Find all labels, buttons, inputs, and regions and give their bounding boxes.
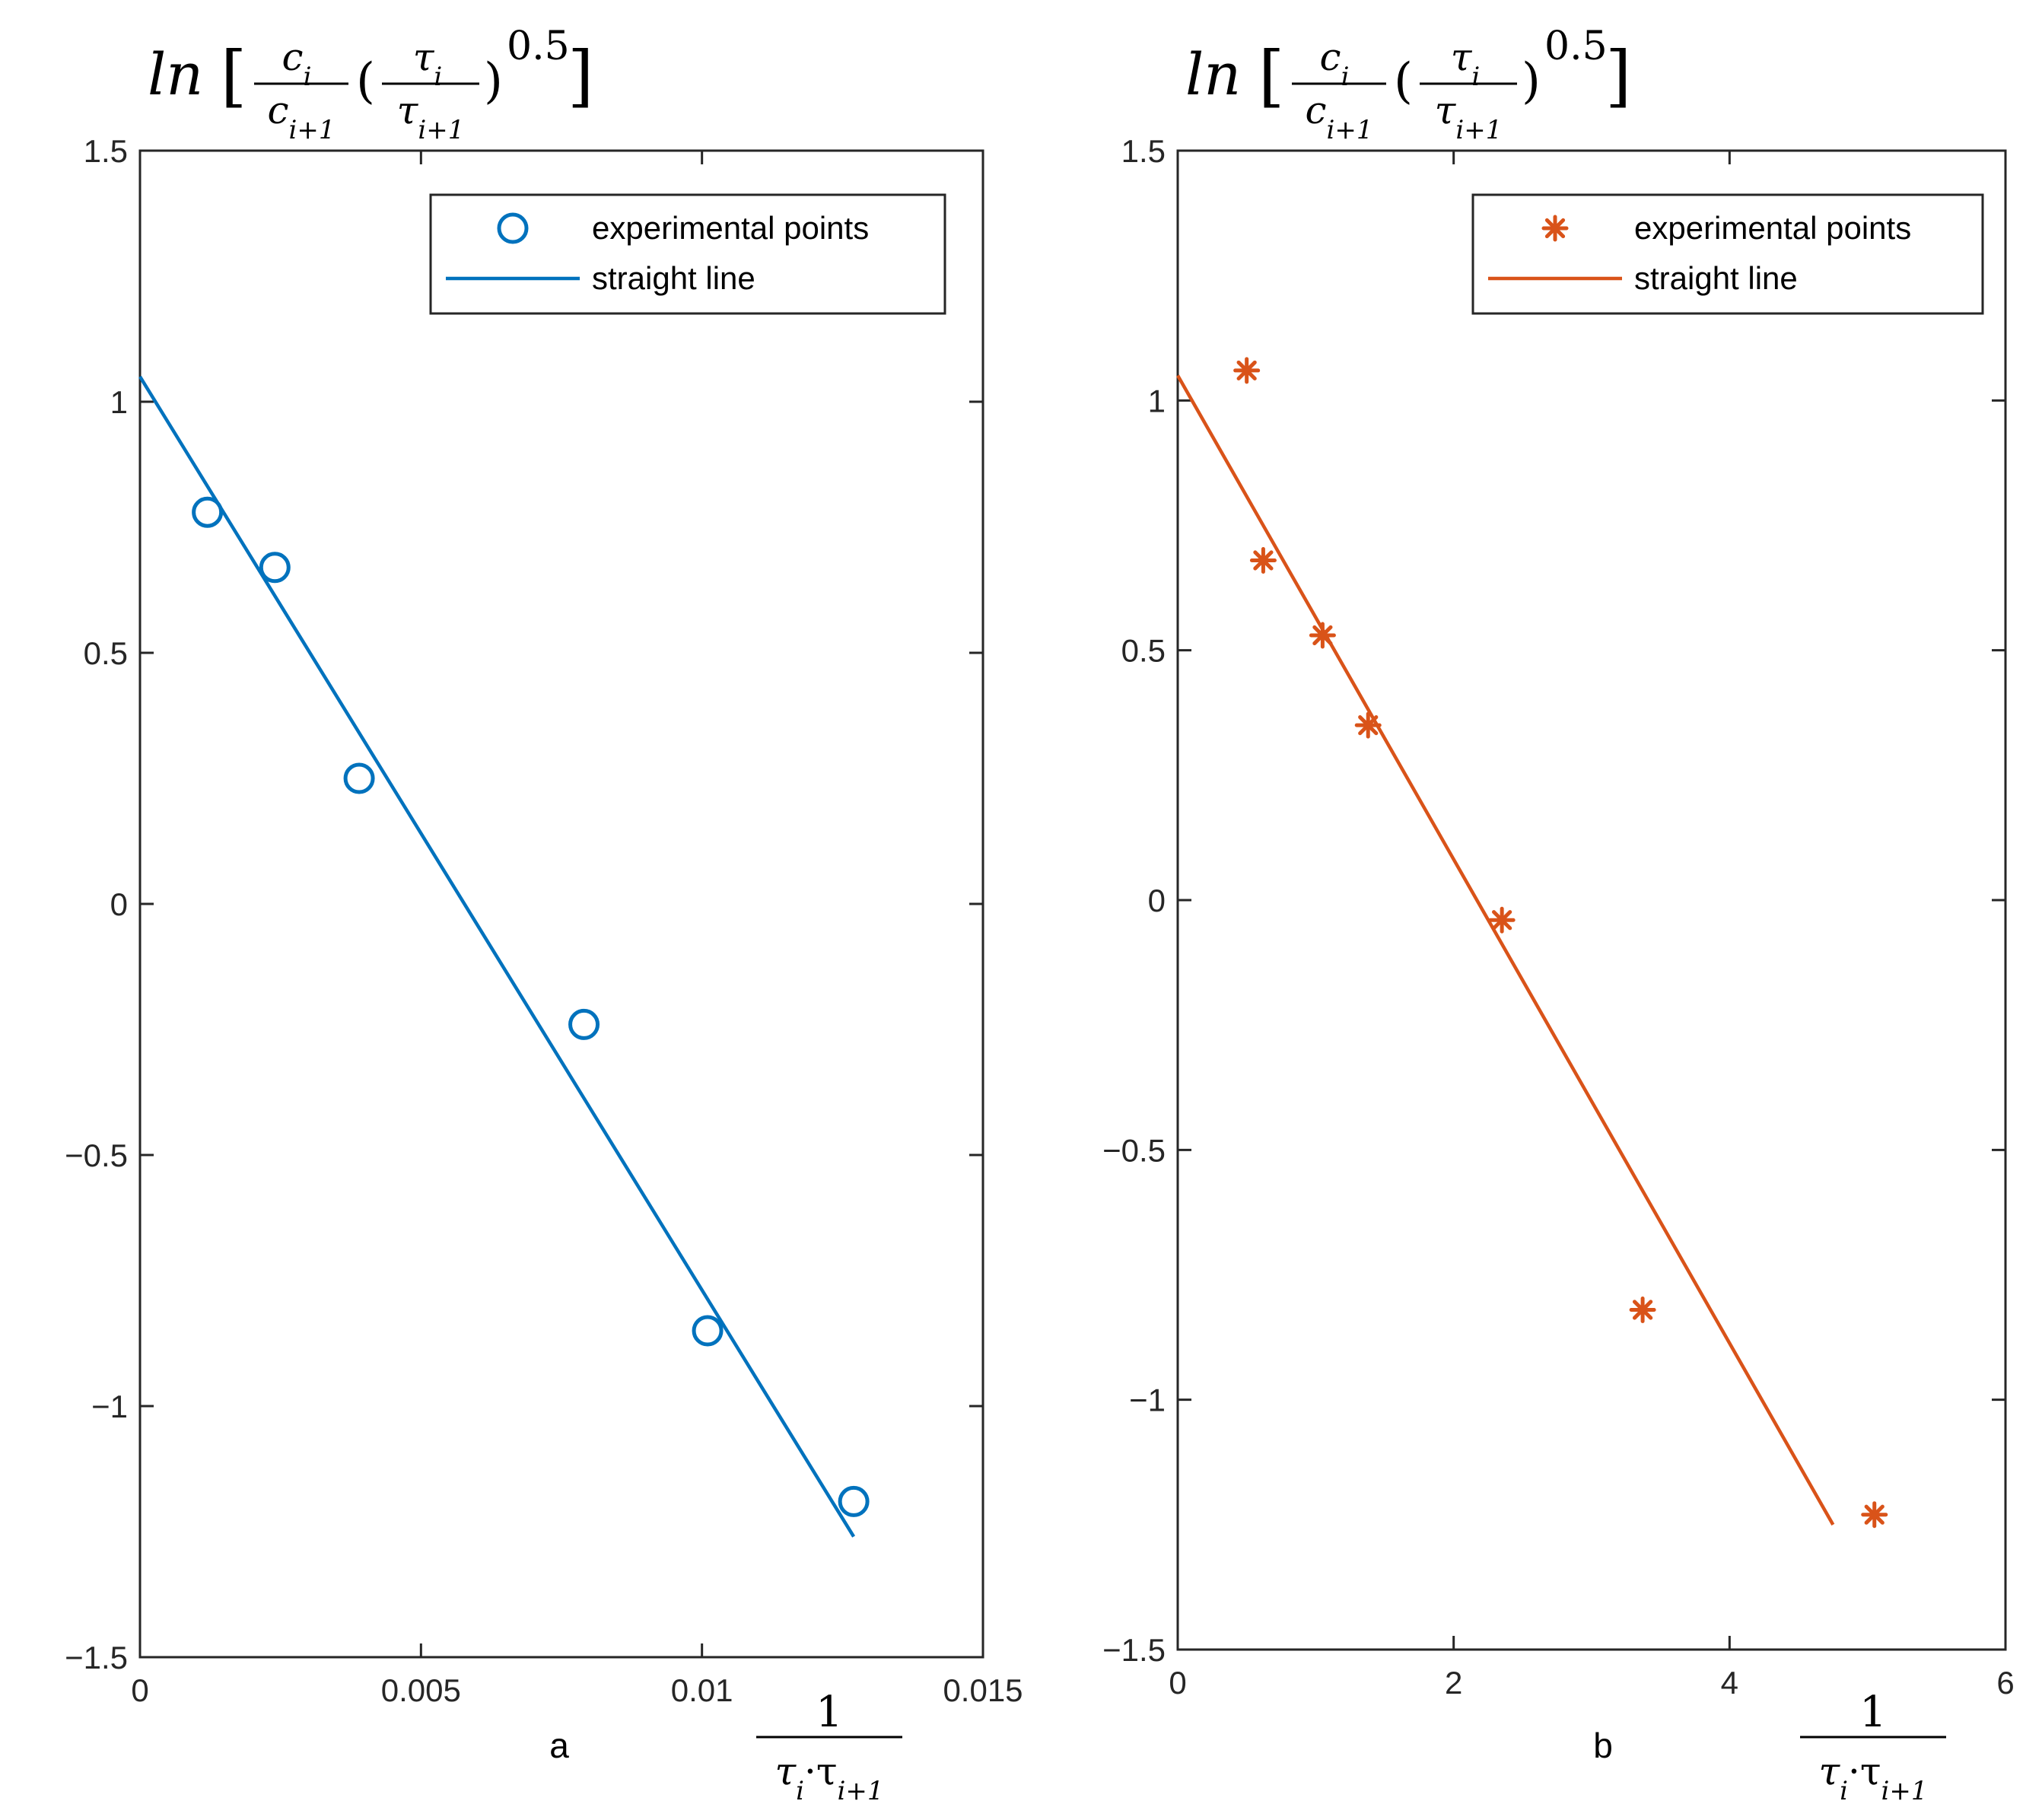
chart-panel-a: −1.5 −1 −0.5 0 0.5 1 1.5 0 0.005 0.01 0.015 experim… <box>65 24 1023 1806</box>
data-point <box>192 496 224 528</box>
svg-text:1: 1 <box>816 1688 843 1737</box>
data-point <box>1629 1296 1656 1323</box>
y-tick-label: 0 <box>1148 883 1166 918</box>
data-point <box>259 552 291 584</box>
svg-text:0.5: 0.5 <box>507 24 570 69</box>
x-tick-label: 6 <box>1996 1665 2014 1701</box>
y-tick-label: −1.5 <box>65 1640 128 1675</box>
legend-label-points: experimental points <box>1634 210 1911 246</box>
legend: experimental points straight line <box>429 193 946 315</box>
panel-label: b <box>1593 1726 1613 1765</box>
y-tick-label: −1 <box>91 1389 128 1424</box>
svg-text:1: 1 <box>1859 1688 1887 1737</box>
y-tick-label: 0.5 <box>84 635 128 671</box>
svg-text:]: ] <box>568 37 593 115</box>
svg-text:[: [ <box>221 37 247 115</box>
x-tick-label: 0 <box>1169 1665 1186 1701</box>
data-point <box>1249 546 1277 574</box>
y-tick-label: 1 <box>110 384 128 420</box>
legend-marker-icon <box>1541 215 1569 242</box>
legend-box <box>1471 193 1984 315</box>
y-tick-label: 1.5 <box>84 133 128 169</box>
y-tick-label: 0.5 <box>1121 633 1166 669</box>
data-point <box>568 1008 600 1040</box>
data-point <box>343 762 375 794</box>
data-point <box>838 1485 870 1517</box>
svg-text:ln: ln <box>148 40 203 108</box>
legend-label-points: experimental points <box>592 210 869 246</box>
y-tick-label: 0 <box>110 886 128 922</box>
svg-text:(: ( <box>356 53 375 110</box>
panel-label: a <box>549 1726 569 1765</box>
x-tick-label: 0.005 <box>381 1672 461 1708</box>
data-point <box>692 1315 724 1347</box>
data-point <box>1354 711 1382 739</box>
legend: experimental points straight line <box>1471 193 1984 315</box>
legend-label-line: straight line <box>1634 260 1798 296</box>
x-tick-label: 0.01 <box>671 1672 733 1708</box>
x-tick-label: 2 <box>1445 1665 1462 1701</box>
data-point <box>1861 1501 1888 1529</box>
y-tick-label: −1 <box>1129 1382 1166 1418</box>
svg-text:): ) <box>484 53 503 110</box>
data-point <box>1488 906 1516 934</box>
svg-text:(: ( <box>1394 53 1413 110</box>
svg-text:0.5: 0.5 <box>1544 24 1608 69</box>
svg-text:): ) <box>1522 53 1541 110</box>
legend-marker-icon <box>497 212 529 244</box>
data-point <box>1233 357 1261 384</box>
y-tick-label: −0.5 <box>65 1138 128 1173</box>
data-point <box>1309 622 1336 649</box>
fit-line <box>138 375 856 1538</box>
y-tick-label: 1 <box>1148 383 1166 418</box>
x-tick-label: 0.015 <box>943 1672 1023 1708</box>
y-tick-label: 1.5 <box>1121 133 1166 169</box>
svg-text:[: [ <box>1258 37 1284 115</box>
y-tick-label: −1.5 <box>1102 1632 1166 1668</box>
x-tick-label: 0 <box>131 1672 148 1708</box>
chart-panel-b: −1.5 −1 −0.5 0 0.5 1 1.5 0 2 4 6 experimental point… <box>1102 24 2015 1806</box>
fit-line <box>1176 374 1835 1526</box>
legend-label-line: straight line <box>592 260 755 296</box>
x-tick-label: 4 <box>1721 1665 1738 1701</box>
svg-text:]: ] <box>1605 37 1631 115</box>
svg-text:ln: ln <box>1185 40 1241 108</box>
y-tick-label: −0.5 <box>1102 1132 1166 1168</box>
